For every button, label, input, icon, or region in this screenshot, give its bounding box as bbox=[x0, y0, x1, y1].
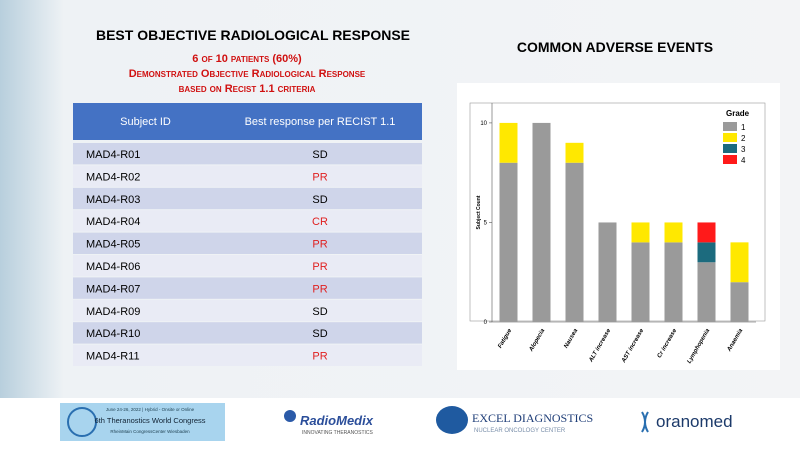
response-cell: SD bbox=[312, 328, 327, 340]
subject-cell: MAD4-R09 bbox=[86, 306, 140, 318]
response-cell: SD bbox=[312, 194, 327, 206]
response-cell: PR bbox=[312, 261, 327, 273]
subject-cell: MAD4-R01 bbox=[86, 149, 140, 161]
y-axis-label: Subject Count bbox=[476, 195, 482, 229]
bar-segment bbox=[631, 222, 650, 243]
subject-cell: MAD4-R04 bbox=[86, 216, 140, 228]
table-row bbox=[73, 277, 422, 299]
table-row bbox=[73, 344, 422, 366]
congress-date: June 24-26, 2022 | Hybrid - Onsite or On… bbox=[106, 407, 195, 412]
table-row bbox=[73, 255, 422, 277]
subject-cell: MAD4-R07 bbox=[86, 283, 140, 295]
excel-icon bbox=[436, 406, 468, 434]
legend-swatch bbox=[723, 133, 737, 142]
excel-name: EXCEL DIAGNOSTICS bbox=[472, 411, 593, 425]
bar-segment bbox=[697, 222, 716, 243]
subject-cell: MAD4-R03 bbox=[86, 194, 140, 206]
bar-segment bbox=[499, 122, 518, 163]
table-row bbox=[73, 187, 422, 210]
response-cell: SD bbox=[312, 306, 327, 318]
response-cell: PR bbox=[312, 171, 327, 183]
header-cell: Subject ID bbox=[120, 116, 171, 128]
congress-name: 6th Theranostics World Congress bbox=[94, 416, 205, 425]
congress-icon bbox=[67, 407, 97, 437]
oranomed-icon bbox=[641, 411, 649, 433]
congress-venue: RheinMain CongressCenter Wiesbaden bbox=[110, 429, 190, 434]
table-row bbox=[73, 232, 422, 254]
subtitle: 6 of 10 patients (60%) bbox=[192, 53, 302, 65]
table-row bbox=[73, 143, 422, 165]
response-cell: PR bbox=[312, 351, 327, 363]
chart-title: COMMON ADVERSE EVENTS bbox=[517, 39, 713, 55]
y-tick-label: 10 bbox=[480, 121, 487, 127]
legend-label: 3 bbox=[741, 145, 746, 154]
legend-swatch bbox=[723, 144, 737, 153]
response-cell: SD bbox=[312, 149, 327, 161]
response-cell: PR bbox=[312, 283, 327, 295]
subject-cell: MAD4-R05 bbox=[86, 239, 140, 251]
radiomedix-tagline: INNOVATING THERANOSTICS bbox=[302, 430, 374, 436]
bar-segment bbox=[631, 242, 650, 322]
subtitle: based on Recist 1.1 criteria bbox=[179, 83, 316, 95]
bar-segment bbox=[565, 142, 584, 163]
response-cell: PR bbox=[312, 239, 327, 251]
subject-cell: MAD4-R10 bbox=[86, 328, 140, 340]
legend-swatch bbox=[723, 155, 737, 164]
bar-segment bbox=[697, 242, 716, 263]
table-row bbox=[73, 210, 422, 232]
bar-segment bbox=[598, 222, 617, 322]
legend-label: 2 bbox=[741, 134, 746, 143]
y-tick-label: 5 bbox=[484, 220, 488, 226]
y-tick-label: 0 bbox=[484, 320, 488, 326]
bar-segment bbox=[730, 282, 749, 322]
subject-cell: MAD4-R02 bbox=[86, 171, 140, 183]
subject-cell: MAD4-R11 bbox=[86, 351, 140, 363]
bar-segment bbox=[565, 162, 584, 322]
bar-segment bbox=[664, 222, 683, 243]
excel-tagline: NUCLEAR ONCOLOGY CENTER bbox=[474, 428, 566, 434]
plot-frame bbox=[469, 102, 766, 322]
left-title: BEST OBJECTIVE RADIOLOGICAL RESPONSE bbox=[96, 27, 410, 43]
legend-swatch bbox=[723, 122, 737, 131]
table-row bbox=[73, 299, 422, 322]
legend-label: 4 bbox=[741, 156, 746, 165]
table-row bbox=[73, 165, 422, 187]
bar-segment bbox=[730, 242, 749, 283]
table-row bbox=[73, 322, 422, 344]
oranomed-name: oranomed bbox=[656, 412, 733, 431]
table-header bbox=[73, 103, 422, 140]
header-cell: Best response per RECIST 1.1 bbox=[245, 116, 396, 128]
bar-segment bbox=[697, 262, 716, 322]
bar-segment bbox=[664, 242, 683, 322]
subtitle: Demonstrated Objective Radiological Resp… bbox=[129, 68, 366, 80]
radiomedix-name: RadioMedix bbox=[300, 413, 374, 428]
bar-segment bbox=[499, 162, 518, 322]
legend-title: Grade bbox=[726, 109, 750, 118]
response-cell: CR bbox=[312, 216, 328, 228]
subject-cell: MAD4-R06 bbox=[86, 261, 140, 273]
bar-segment bbox=[532, 122, 551, 322]
legend-label: 1 bbox=[741, 123, 746, 132]
radiomedix-icon bbox=[284, 410, 296, 422]
